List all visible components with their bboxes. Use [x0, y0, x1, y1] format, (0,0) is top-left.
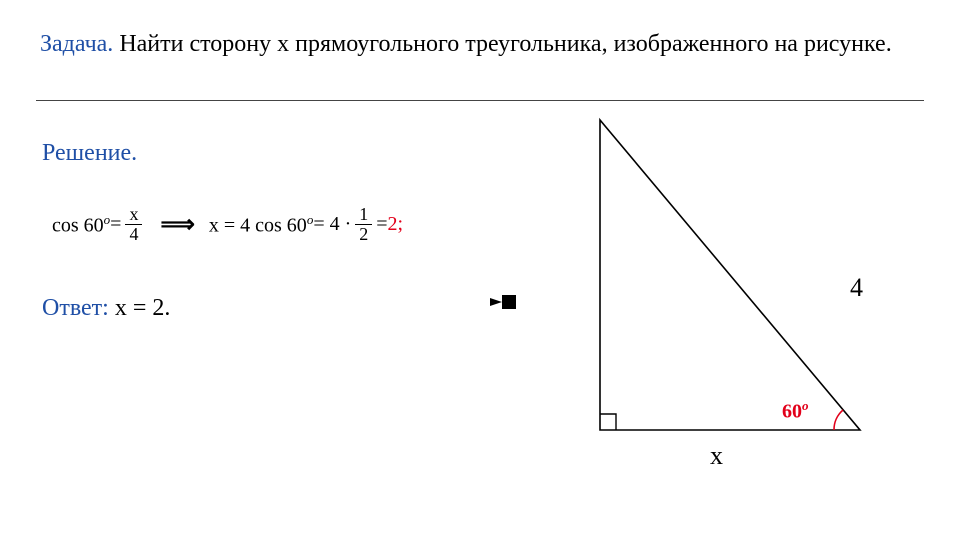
answer-line: Ответ: х = 2.: [42, 295, 170, 322]
triangle-diagram: 4 х 60o: [560, 115, 900, 475]
solution-label-text: Решение: [42, 140, 131, 166]
cursor-marker-icon: [488, 292, 520, 319]
hypotenuse-label: 4: [850, 273, 863, 303]
x-equals-4cos60: х = 4 cos 60o: [209, 212, 313, 238]
divider: [36, 100, 924, 101]
implies-arrow: ⟹: [160, 210, 194, 239]
angle-60-label: 60o: [782, 398, 809, 424]
answer-value: х = 2.: [109, 295, 171, 321]
problem-statement: Задача. Найти сторону х прямоугольного т…: [40, 28, 920, 60]
equals-2: =: [376, 213, 387, 236]
solution-period: .: [131, 140, 137, 166]
solution-heading: Решение.: [42, 140, 137, 167]
problem-label: Задача.: [40, 31, 113, 57]
fraction-x-over-4: x 4: [125, 205, 142, 244]
result-value: 2: [388, 213, 398, 236]
equation-line: cos 60o = x 4 ⟹ х = 4 cos 60o = 4 · 1 2 …: [52, 205, 403, 244]
problem-text: Найти сторону х прямоугольного треугольн…: [113, 31, 891, 57]
base-label: х: [710, 441, 723, 471]
equals-4-times: = 4 ·: [313, 213, 351, 236]
result-semicolon: ;: [398, 213, 404, 236]
answer-label: Ответ:: [42, 295, 109, 321]
triangle-svg: [560, 115, 900, 475]
equals-1: =: [110, 213, 121, 236]
fraction-1-over-2: 1 2: [355, 205, 372, 244]
cos-text: cos 60o: [52, 212, 110, 238]
